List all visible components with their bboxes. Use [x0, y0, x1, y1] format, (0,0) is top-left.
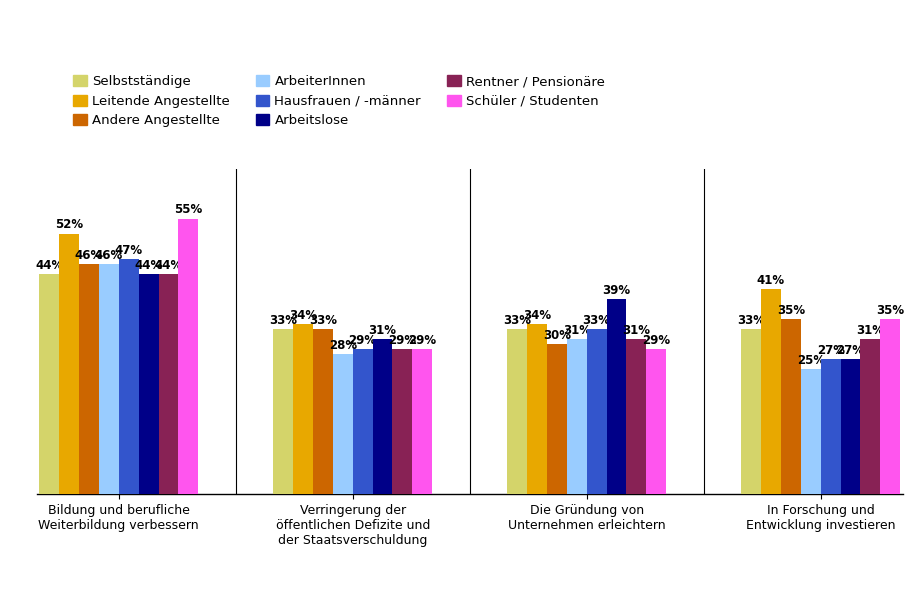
Text: 44%: 44%: [35, 259, 64, 271]
Text: 30%: 30%: [542, 329, 571, 342]
Text: 29%: 29%: [349, 333, 377, 347]
Text: 35%: 35%: [776, 304, 805, 317]
Bar: [119, 259, 139, 494]
Text: 44%: 44%: [134, 259, 163, 271]
Text: 31%: 31%: [368, 324, 397, 336]
Text: 39%: 39%: [602, 283, 631, 297]
Text: 31%: 31%: [623, 324, 650, 336]
Bar: [527, 324, 547, 494]
Text: 33%: 33%: [503, 314, 531, 327]
Text: 44%: 44%: [155, 259, 182, 271]
Bar: [353, 349, 373, 494]
Text: 33%: 33%: [737, 314, 765, 327]
Text: 25%: 25%: [797, 354, 825, 367]
Bar: [274, 329, 293, 494]
Bar: [79, 264, 99, 494]
Text: 29%: 29%: [642, 333, 670, 347]
Bar: [59, 234, 79, 494]
Text: 33%: 33%: [269, 314, 297, 327]
Bar: [392, 349, 413, 494]
Bar: [880, 319, 900, 494]
Bar: [860, 339, 880, 494]
Text: 33%: 33%: [583, 314, 611, 327]
Bar: [547, 344, 566, 494]
Bar: [413, 349, 432, 494]
Bar: [139, 274, 158, 494]
Text: 31%: 31%: [563, 324, 590, 336]
Text: 55%: 55%: [174, 203, 203, 216]
Text: 46%: 46%: [75, 248, 103, 262]
Bar: [587, 329, 607, 494]
Text: 35%: 35%: [876, 304, 904, 317]
Bar: [800, 369, 821, 494]
Text: 41%: 41%: [757, 274, 785, 286]
Text: 52%: 52%: [55, 218, 83, 232]
Text: 34%: 34%: [523, 309, 551, 321]
Text: 27%: 27%: [817, 344, 845, 357]
Text: 47%: 47%: [114, 244, 143, 256]
Bar: [566, 339, 587, 494]
Bar: [99, 264, 119, 494]
Text: 46%: 46%: [95, 248, 122, 262]
Bar: [332, 354, 353, 494]
Bar: [781, 319, 800, 494]
Bar: [373, 339, 392, 494]
Text: 28%: 28%: [329, 339, 356, 352]
Bar: [313, 329, 332, 494]
Bar: [626, 339, 647, 494]
Text: 33%: 33%: [309, 314, 337, 327]
Bar: [841, 359, 860, 494]
Bar: [607, 299, 626, 494]
Text: 27%: 27%: [836, 344, 865, 357]
Text: 31%: 31%: [857, 324, 884, 336]
Bar: [158, 274, 179, 494]
Legend: Selbstständige, Leitende Angestellte, Andere Angestellte, ArbeiterInnen, Hausfra: Selbstständige, Leitende Angestellte, An…: [69, 71, 609, 131]
Text: 34%: 34%: [289, 309, 317, 321]
Bar: [507, 329, 527, 494]
Bar: [40, 274, 59, 494]
Bar: [741, 329, 761, 494]
Bar: [761, 289, 781, 494]
Bar: [179, 219, 198, 494]
Text: 29%: 29%: [408, 333, 437, 347]
Text: 29%: 29%: [389, 333, 416, 347]
Bar: [293, 324, 313, 494]
Bar: [647, 349, 666, 494]
Bar: [821, 359, 841, 494]
